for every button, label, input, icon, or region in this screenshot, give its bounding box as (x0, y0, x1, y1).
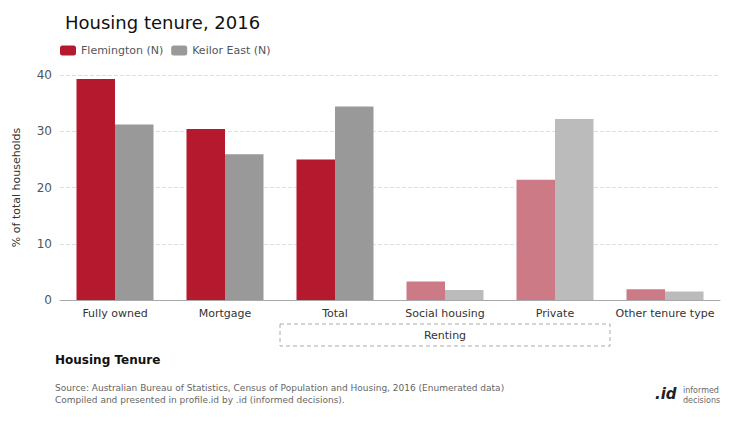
svg-text:20: 20 (37, 181, 52, 195)
svg-text:Other tenure type: Other tenure type (616, 307, 715, 320)
svg-text:.id: .id (655, 385, 677, 403)
svg-text:Fully owned: Fully owned (82, 307, 147, 320)
svg-text:Mortgage: Mortgage (199, 307, 252, 320)
svg-text:Keilor East (N): Keilor East (N) (192, 44, 270, 57)
svg-text:informed: informed (683, 386, 719, 395)
svg-text:decisions: decisions (683, 396, 720, 405)
svg-text:Flemington (N): Flemington (N) (81, 44, 163, 57)
svg-text:10: 10 (37, 237, 52, 251)
svg-text:Housing tenure, 2016: Housing tenure, 2016 (65, 12, 260, 33)
svg-text:Renting: Renting (424, 329, 466, 342)
svg-text:Source: Australian Bureau of S: Source: Australian Bureau of Statistics,… (55, 383, 504, 393)
svg-text:% of total households: % of total households (10, 128, 23, 248)
svg-text:Total: Total (321, 307, 348, 320)
svg-text:40: 40 (37, 68, 52, 82)
svg-text:Private: Private (536, 307, 575, 320)
svg-text:Social housing: Social housing (405, 307, 485, 320)
svg-text:0: 0 (44, 293, 52, 307)
svg-text:Compiled and presented in prof: Compiled and presented in profile.id by … (55, 395, 345, 405)
svg-text:Housing Tenure: Housing Tenure (55, 353, 160, 367)
svg-text:30: 30 (37, 124, 52, 138)
